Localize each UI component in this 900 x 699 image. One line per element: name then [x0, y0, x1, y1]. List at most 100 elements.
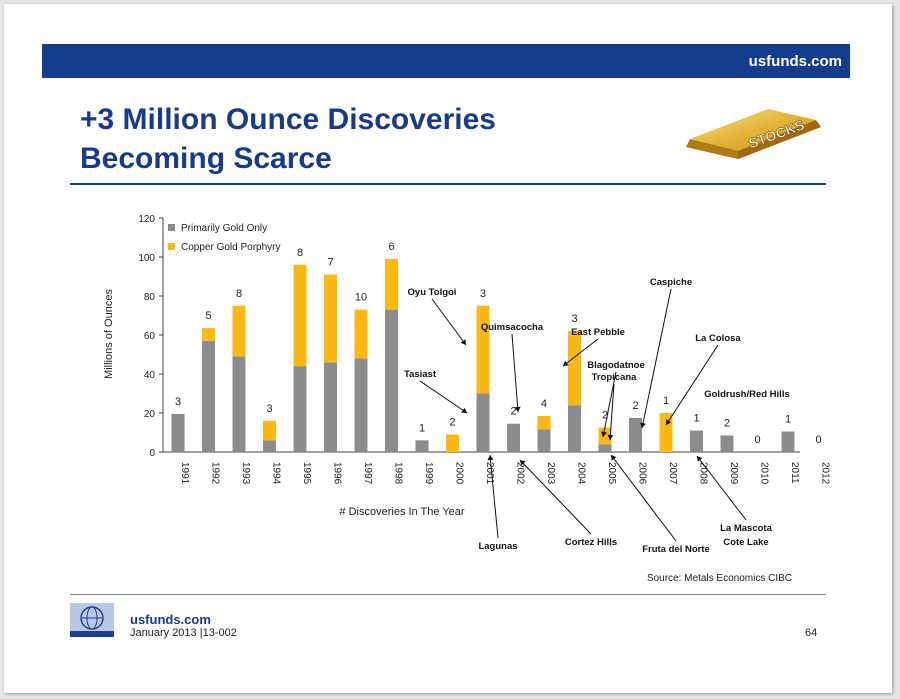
annotation-arrow-head [666, 419, 672, 425]
footer-divider [70, 594, 826, 595]
bar-copper-porphyry [202, 328, 215, 341]
annotation-arrow-line [511, 333, 519, 413]
x-tick-label: 2006 [637, 462, 648, 485]
discovery-count-label: 3 [175, 396, 181, 408]
bar-gold-only [232, 356, 246, 452]
bar-gold-only [720, 435, 734, 452]
annotation-arrow-line [431, 298, 467, 346]
footer-site[interactable]: usfunds.com [130, 612, 211, 627]
chart-legend: Primarily Gold Only Copper Gold Porphyry [168, 223, 281, 253]
x-axis-label: # Discoveries In The Year [339, 506, 464, 518]
x-tick-label: 1995 [301, 462, 312, 485]
annotation-label: Cortez Hills [565, 537, 617, 548]
annotation-label: Blagodatnoe [587, 360, 645, 371]
bar-gold-only [537, 429, 551, 452]
annotation-arrow-head [601, 431, 607, 437]
x-tick-label: 2010 [759, 462, 770, 485]
annotation-label: Tasiast [404, 369, 437, 380]
x-tick-label: 2008 [698, 462, 709, 485]
bar-copper-porphyry [293, 264, 307, 367]
annotation-arrow-line [696, 455, 747, 521]
footer-date: January 2013 |13-002 [130, 627, 237, 639]
annotation-arrow-head [607, 434, 614, 440]
annotation-arrow-head [640, 422, 646, 428]
chart-annotations: Oyu Tolgoi Tasiast Quimsacocha East Pebble B… [404, 277, 790, 555]
x-tick-label: 2002 [515, 462, 526, 485]
bar-gold-only [629, 417, 642, 452]
annotation-label: Caspiche [650, 277, 692, 288]
x-tick-label: 1999 [423, 462, 434, 485]
annotation-arrow-line [602, 371, 617, 438]
discovery-count-label: 2 [510, 406, 516, 418]
annotation-label: Tropicana [592, 372, 638, 383]
annotation-arrow-head [697, 456, 703, 462]
annotation-arrow-head [487, 455, 494, 461]
annotation-label: Fruta del Norte [642, 544, 710, 555]
bar-copper-porphyry [446, 434, 459, 452]
discovery-count-label: 4 [541, 398, 547, 410]
discovery-count-label: 3 [480, 288, 486, 300]
discovery-count-label: 5 [205, 310, 211, 322]
legend-label-gold-only: Primarily Gold Only [181, 223, 267, 234]
title-divider [70, 183, 826, 185]
bar-gold-only [568, 405, 581, 452]
bar-copper-porphyry [476, 305, 490, 394]
bar-copper-porphyry [354, 309, 368, 359]
discovery-count-label: 8 [297, 247, 303, 259]
x-tick-label: 1997 [362, 462, 373, 485]
annotation-arrow-head [514, 406, 521, 412]
annotation-arrow-line [489, 454, 499, 539]
chart-bars [171, 258, 795, 452]
y-tick-label: 100 [138, 253, 155, 264]
bar-gold-only [507, 423, 520, 452]
discovery-count-label: 2 [724, 417, 730, 429]
discovery-count-label: 1 [663, 395, 669, 407]
y-tick-label: 120 [138, 214, 155, 225]
x-tick-label: 1993 [240, 462, 251, 485]
discovery-count-label: 7 [327, 257, 333, 269]
y-axis-label: Millions of Ounces [103, 289, 115, 379]
bar-copper-porphyry [568, 331, 581, 406]
bar-gold-only [476, 393, 490, 452]
x-tick-label: 2009 [728, 462, 739, 485]
header-site-label[interactable]: usfunds.com [748, 53, 842, 70]
x-tick-label: 1998 [393, 462, 404, 485]
discovery-count-label: 3 [266, 403, 272, 415]
annotation-arrow-line [609, 383, 615, 441]
y-tick-label: 20 [144, 409, 156, 420]
discovery-count-label: 8 [236, 288, 242, 300]
annotation-label: Oyu Tolgoi [408, 287, 457, 298]
bar-copper-porphyry [537, 415, 551, 430]
legend-swatch-gold-only [168, 224, 175, 231]
x-tick-label: 1994 [271, 462, 282, 485]
discovery-count-label: 2 [632, 400, 638, 412]
annotation-label: Lagunas [478, 541, 517, 552]
gold-bar-stocks-icon: STOCKS [686, 109, 821, 159]
bar-gold-only [324, 362, 337, 452]
bar-gold-only [781, 431, 795, 452]
x-tick-label: 2003 [545, 462, 556, 485]
x-tick-label: 2000 [454, 462, 465, 485]
bar-gold-only [598, 444, 612, 452]
annotation-label: Goldrush/Red Hills [704, 389, 790, 400]
bar-gold-only [202, 340, 215, 452]
discovery-count-label: 6 [388, 241, 394, 253]
annotation-label: East Pebble [571, 327, 625, 338]
bar-gold-only [385, 309, 398, 452]
slide-title-line1: +3 Million Ounce Discoveries [80, 103, 496, 136]
bar-copper-porphyry [263, 420, 276, 441]
annotation-arrow-line [641, 288, 672, 429]
discovery-count-label: 2 [449, 416, 455, 428]
discovery-count-label: 0 [754, 434, 760, 446]
x-tick-label: 2007 [667, 462, 678, 485]
slide-title-line2: Becoming Scarce [80, 142, 332, 175]
bar-copper-porphyry [324, 274, 337, 363]
x-tick-label: 1992 [210, 462, 221, 485]
legend-label-porphyry: Copper Gold Porphyry [181, 242, 281, 253]
annotation-label: Cote Lake [723, 537, 768, 548]
y-tick-label: 0 [149, 448, 155, 459]
us-global-investors-logo-icon [70, 603, 114, 637]
